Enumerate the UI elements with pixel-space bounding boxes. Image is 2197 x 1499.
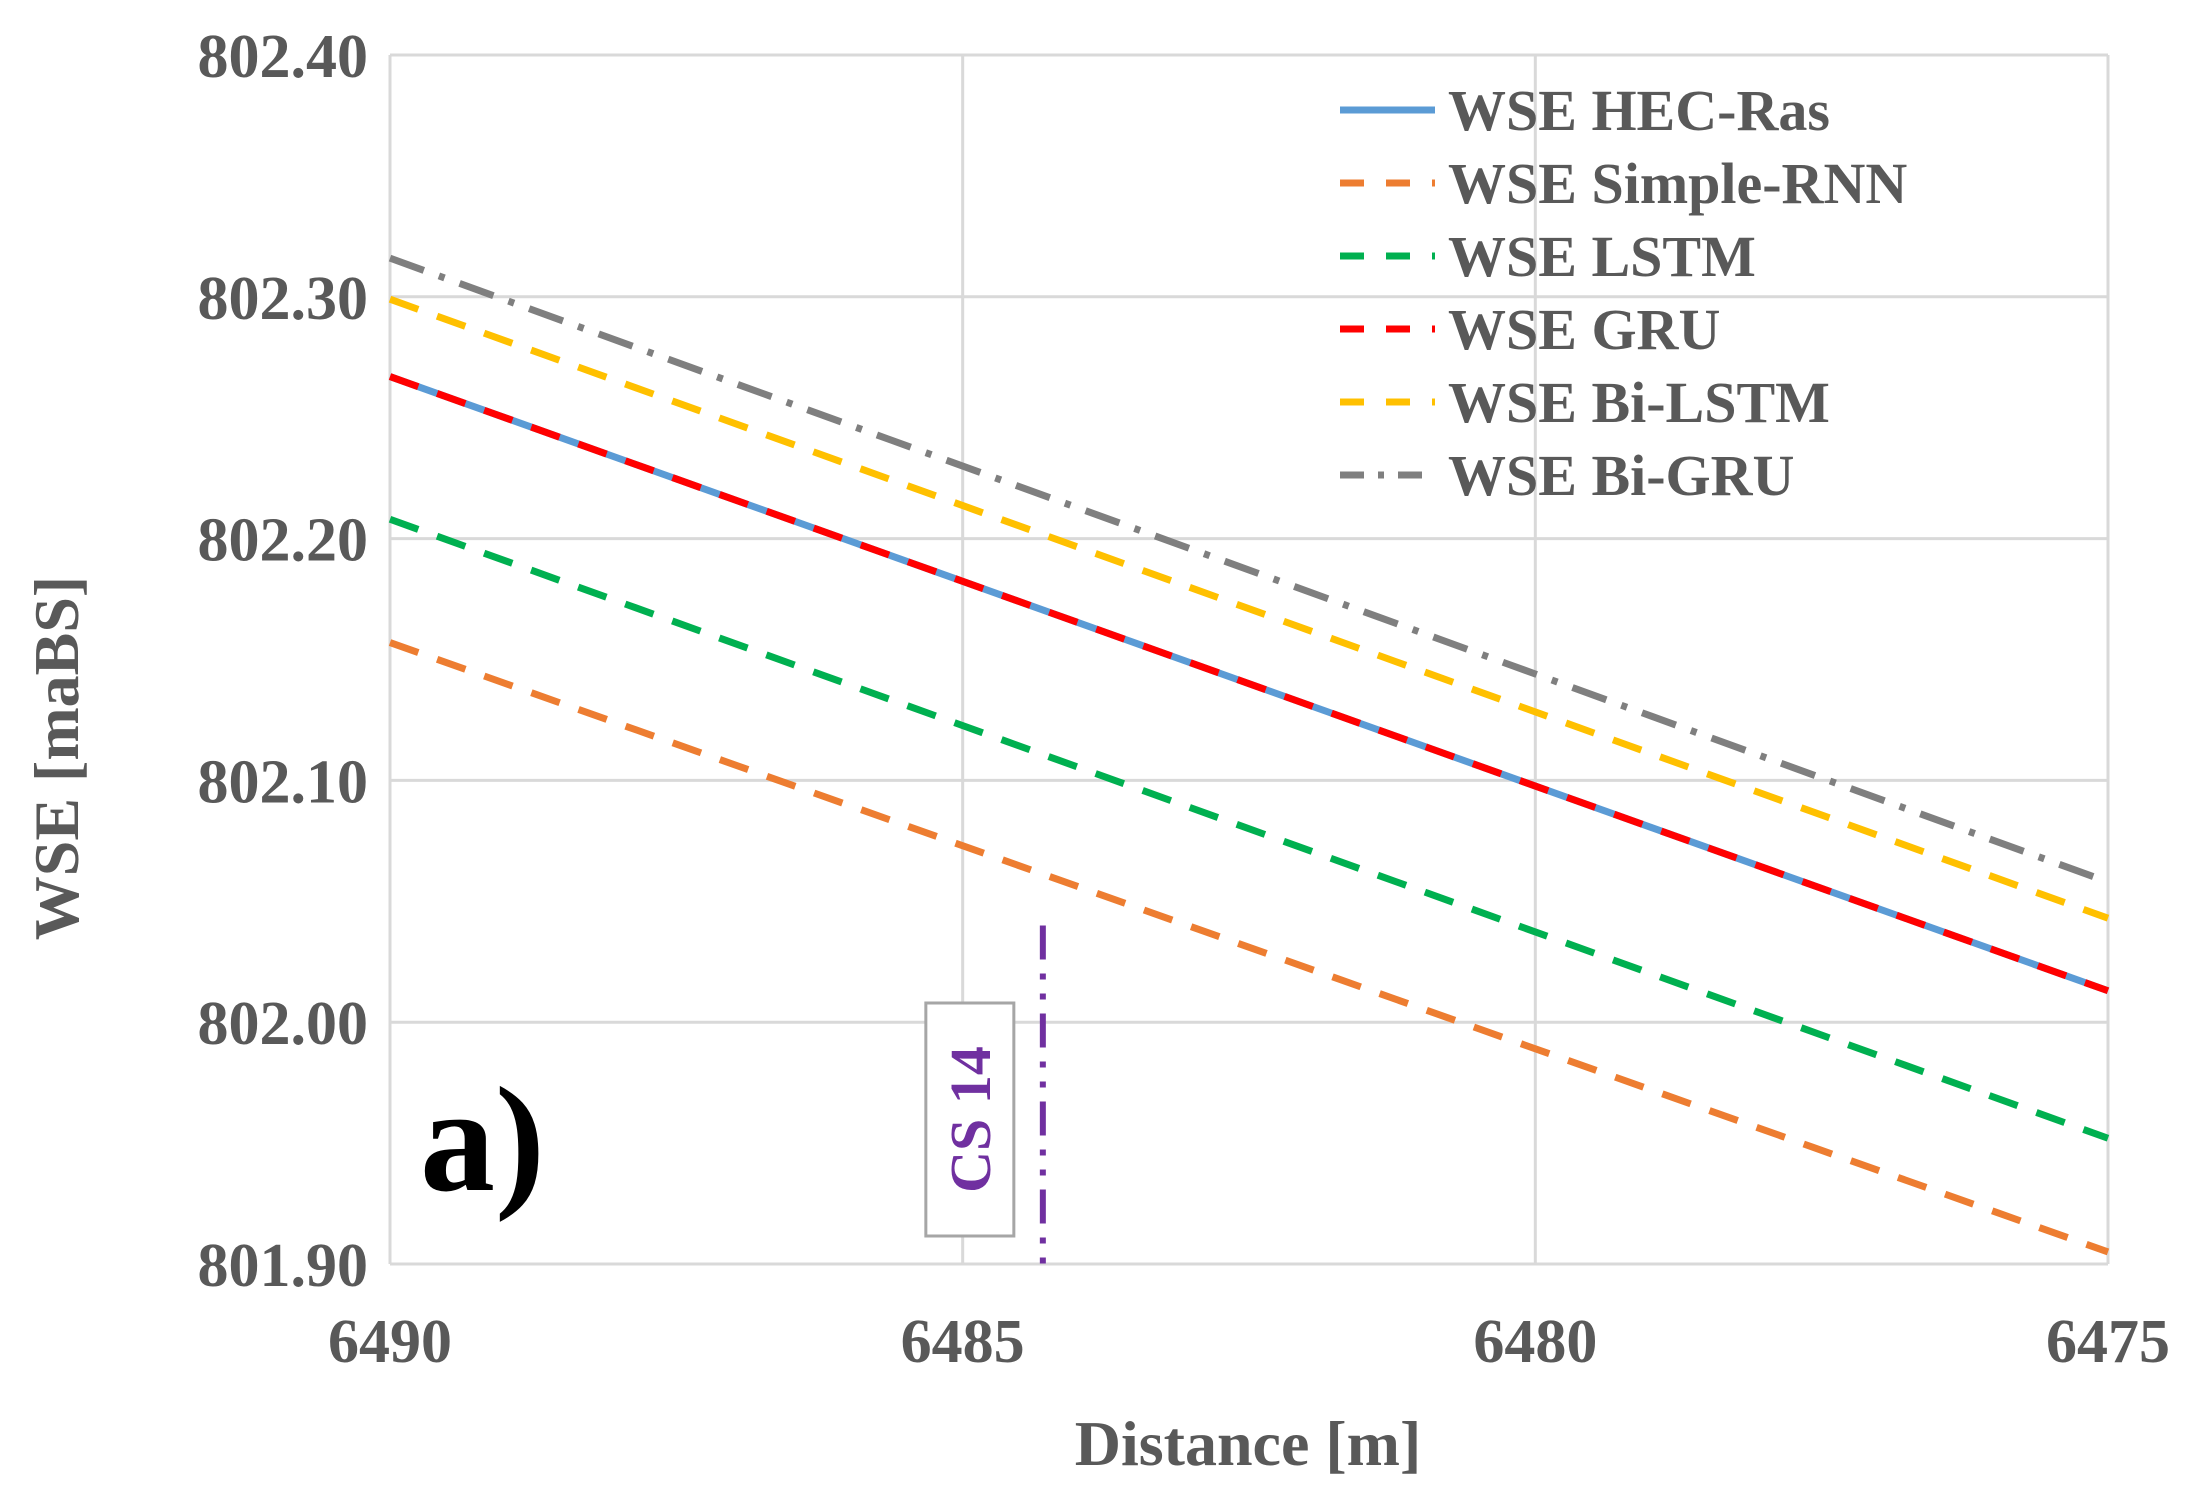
y-axis: 801.90 802.00 802.10 802.20 802.30 802.40: [198, 23, 369, 1300]
legend-label: WSE Bi-GRU: [1448, 443, 1794, 508]
y-tick-label: 802.40: [198, 23, 369, 91]
x-axis: 6490 6485 6480 6475: [328, 1308, 2170, 1376]
y-tick-label: 801.90: [198, 1232, 369, 1300]
series-line-wse-gru: [388, 373, 2110, 995]
cs14-marker: CS 14: [924, 925, 1046, 1266]
y-tick-label: 802.20: [198, 507, 369, 575]
x-axis-title: Distance [m]: [1075, 1408, 1422, 1479]
legend-label: WSE LSTM: [1448, 224, 1756, 289]
series-lines: [388, 254, 2110, 1256]
y-axis-title: WSE [maBS]: [21, 576, 92, 941]
series-line-wse-bi-gru: [388, 254, 2110, 886]
x-tick-label: 6480: [1473, 1308, 1597, 1376]
x-tick-label: 6490: [328, 1308, 452, 1376]
series-line-wse-lstm: [388, 515, 2110, 1142]
y-tick-label: 802.10: [198, 748, 369, 816]
panel-label: a): [420, 1057, 545, 1223]
legend-label: WSE HEC-Ras: [1448, 78, 1830, 143]
y-tick-label: 802.00: [198, 990, 369, 1058]
x-tick-label: 6475: [2046, 1308, 2170, 1376]
series-line-wse-bi-lstm: [388, 295, 2110, 922]
grid-lines: [388, 53, 2110, 1266]
legend-label: WSE Simple-RNN: [1448, 151, 1907, 216]
series-line-wse-simple-rnn: [388, 639, 2110, 1256]
x-tick-label: 6485: [901, 1308, 1025, 1376]
cs-marker-box: [924, 1001, 1016, 1238]
cs-marker-label: CS 14: [938, 1046, 1003, 1193]
legend-label: WSE Bi-LSTM: [1448, 370, 1830, 435]
legend-label: WSE GRU: [1448, 297, 1720, 362]
legend: WSE HEC-Ras WSE Simple-RNN WSE LSTM WSE GRU…: [1340, 78, 1907, 508]
y-tick-label: 802.30: [198, 265, 369, 333]
